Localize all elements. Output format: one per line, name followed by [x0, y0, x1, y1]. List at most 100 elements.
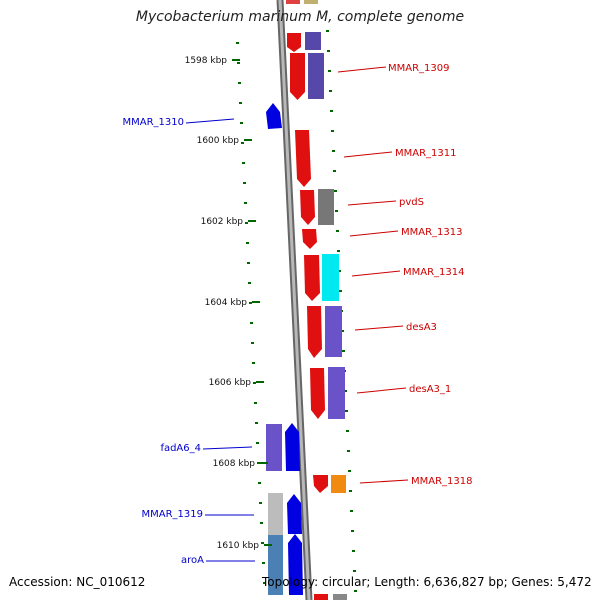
gene-bar[interactable]	[318, 189, 334, 225]
guide-dot	[236, 42, 239, 44]
kbp-label: 1600 kbp	[197, 136, 240, 146]
gene-bar[interactable]	[305, 32, 321, 50]
gene-label[interactable]: MMAR_1314	[403, 267, 465, 278]
gene-leader-line	[202, 446, 253, 450]
guide-dot	[257, 462, 260, 464]
feature-block[interactable]	[304, 0, 318, 4]
gene-bar[interactable]	[322, 254, 339, 301]
feature-block[interactable]	[314, 594, 328, 600]
gene-label[interactable]: MMAR_1309	[388, 63, 450, 74]
guide-dot	[251, 342, 254, 344]
gene-label[interactable]: desA3_1	[409, 384, 451, 395]
guide-dot	[335, 210, 338, 212]
guide-dot	[353, 570, 356, 572]
gene-label[interactable]: MMAR_1313	[401, 227, 463, 238]
guide-dot	[260, 522, 263, 524]
guide-dot	[262, 562, 265, 564]
kbp-label: 1606 kbp	[209, 378, 252, 388]
gene-label[interactable]: MMAR_1310	[123, 117, 185, 128]
gene-leader-line	[347, 200, 397, 206]
guide-dot	[349, 490, 352, 492]
guide-dot	[247, 262, 250, 264]
kbp-label: 1598 kbp	[185, 56, 228, 66]
gene-label[interactable]: MMAR_1311	[395, 148, 457, 159]
gene-leader-line	[351, 270, 401, 277]
guide-dot	[245, 222, 248, 224]
gene-label[interactable]: MMAR_1319	[142, 509, 204, 520]
guide-dot	[261, 542, 264, 544]
guide-dot	[240, 122, 243, 124]
gene-label[interactable]: fadA6_4	[160, 443, 201, 454]
feature-block[interactable]	[333, 594, 347, 600]
gene-arrow[interactable]	[266, 103, 282, 129]
guide-dot	[242, 162, 245, 164]
gene-features	[266, 0, 347, 600]
guide-dot	[351, 530, 354, 532]
gene-arrow[interactable]	[307, 306, 322, 358]
guide-dot	[237, 62, 240, 64]
gene-label[interactable]: MMAR_1318	[411, 476, 473, 487]
guide-dot	[254, 402, 257, 404]
guide-dot	[249, 302, 252, 304]
kbp-tick	[264, 544, 272, 546]
accession-text: Accession: NC_010612	[9, 575, 146, 589]
guide-dot	[252, 362, 255, 364]
gene-bar[interactable]	[268, 535, 283, 595]
kbp-tick	[260, 462, 268, 464]
guide-dot	[263, 582, 266, 584]
guide-dot	[246, 242, 249, 244]
guide-dot	[239, 102, 242, 104]
gene-arrow[interactable]	[310, 368, 325, 419]
gene-arrow[interactable]	[295, 130, 311, 187]
gene-label[interactable]: pvdS	[399, 197, 424, 208]
guide-dot	[330, 110, 333, 112]
guide-dot	[342, 350, 345, 352]
guide-dot	[327, 50, 330, 52]
gene-bar[interactable]	[325, 306, 342, 357]
guide-dot	[346, 430, 349, 432]
guide-dot	[337, 250, 340, 252]
kbp-tick	[232, 59, 240, 61]
gene-bar[interactable]	[268, 493, 283, 535]
kbp-tick	[256, 381, 264, 383]
gene-arrow[interactable]	[285, 423, 300, 471]
guide-dot	[326, 30, 329, 32]
guide-dot	[259, 502, 262, 504]
guide-dot	[329, 90, 332, 92]
gene-arrow[interactable]	[313, 475, 328, 493]
guide-dot	[344, 390, 347, 392]
gene-bar[interactable]	[308, 53, 324, 99]
kbp-tick	[252, 301, 260, 303]
guide-dot	[248, 282, 251, 284]
gene-arrow[interactable]	[288, 534, 303, 595]
left-dotted-guide	[236, 42, 266, 584]
gene-leader-line	[343, 151, 393, 158]
gene-arrow[interactable]	[287, 33, 301, 52]
guide-dot	[350, 510, 353, 512]
gene-arrow[interactable]	[287, 494, 302, 534]
gene-leader-line	[349, 230, 399, 237]
genome-backbone	[276, 0, 313, 600]
guide-dot	[339, 290, 342, 292]
guide-dot	[255, 422, 258, 424]
gene-arrow[interactable]	[300, 190, 315, 225]
gene-label[interactable]: aroA	[181, 555, 204, 566]
guide-dot	[331, 130, 334, 132]
gene-arrow[interactable]	[302, 229, 317, 249]
gene-bar[interactable]	[331, 475, 346, 493]
gene-arrow[interactable]	[304, 255, 320, 301]
guide-dot	[253, 382, 256, 384]
gene-label[interactable]: desA3	[406, 322, 437, 333]
kbp-label: 1608 kbp	[213, 459, 256, 469]
gene-bar[interactable]	[266, 424, 282, 471]
kbp-tick	[248, 220, 256, 222]
gene-leader-line	[359, 479, 409, 484]
feature-block[interactable]	[286, 0, 300, 4]
gene-bar[interactable]	[328, 367, 345, 419]
gene-leader-line	[185, 118, 235, 124]
guide-dot	[334, 190, 337, 192]
guide-dot	[258, 482, 261, 484]
gene-arrow[interactable]	[290, 53, 305, 100]
kbp-label: 1604 kbp	[205, 298, 248, 308]
